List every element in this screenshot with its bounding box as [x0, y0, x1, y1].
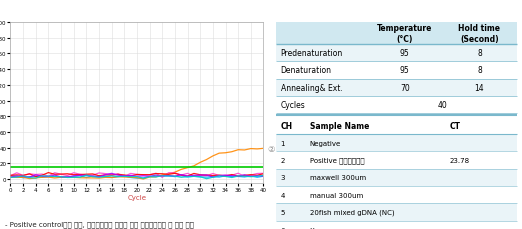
Text: 8: 8	[477, 49, 482, 58]
Text: 95: 95	[400, 49, 410, 58]
Text: Annealing& Ext.: Annealing& Ext.	[281, 83, 342, 92]
Text: ②: ②	[268, 144, 275, 153]
Text: CT: CT	[449, 121, 460, 130]
Text: Negative: Negative	[310, 140, 341, 146]
Bar	[276, 79, 517, 96]
Bar	[276, 44, 517, 62]
Bar	[276, 221, 517, 229]
Text: 95: 95	[400, 66, 410, 75]
Text: 8: 8	[477, 66, 482, 75]
Text: 1: 1	[281, 140, 285, 146]
Text: 70: 70	[400, 83, 410, 92]
Text: 3: 3	[281, 174, 285, 181]
Text: CH: CH	[281, 121, 293, 130]
Bar	[276, 134, 517, 152]
Text: 4: 4	[281, 192, 285, 198]
Text: 2: 2	[281, 157, 285, 163]
Text: 40: 40	[437, 101, 447, 110]
Bar	[276, 23, 517, 44]
Text: 14: 14	[474, 83, 484, 92]
Text: Positive 노랑각시서대: Positive 노랑각시서대	[310, 157, 364, 164]
Bar	[276, 169, 517, 186]
Text: Predenaturation: Predenaturation	[281, 49, 343, 58]
Text: Denaturation: Denaturation	[281, 66, 331, 75]
Text: X: X	[310, 226, 314, 229]
Text: Temperature
(°C): Temperature (°C)	[377, 24, 432, 43]
Bar	[276, 62, 517, 79]
Bar	[276, 152, 517, 169]
Bar	[276, 186, 517, 204]
Text: - Positive control에서 증폭, 노랑각시서대 시료가 없는 혼합시료에서 비 증폭 확인: - Positive control에서 증폭, 노랑각시서대 시료가 없는 혼…	[5, 220, 194, 227]
Text: 6: 6	[281, 226, 285, 229]
Text: Hold time
(Second): Hold time (Second)	[458, 24, 501, 43]
Text: Cycles: Cycles	[281, 101, 305, 110]
Text: manual 300um: manual 300um	[310, 192, 363, 198]
Bar	[276, 204, 517, 221]
Text: Sample Name: Sample Name	[310, 121, 369, 130]
Bar	[276, 96, 517, 114]
Text: 5: 5	[281, 209, 285, 215]
Text: maxwell 300um: maxwell 300um	[310, 174, 366, 181]
X-axis label: Cycle: Cycle	[127, 194, 147, 200]
Text: 23.78: 23.78	[449, 157, 469, 163]
Text: 20fish mixed gDNA (NC): 20fish mixed gDNA (NC)	[310, 209, 394, 215]
